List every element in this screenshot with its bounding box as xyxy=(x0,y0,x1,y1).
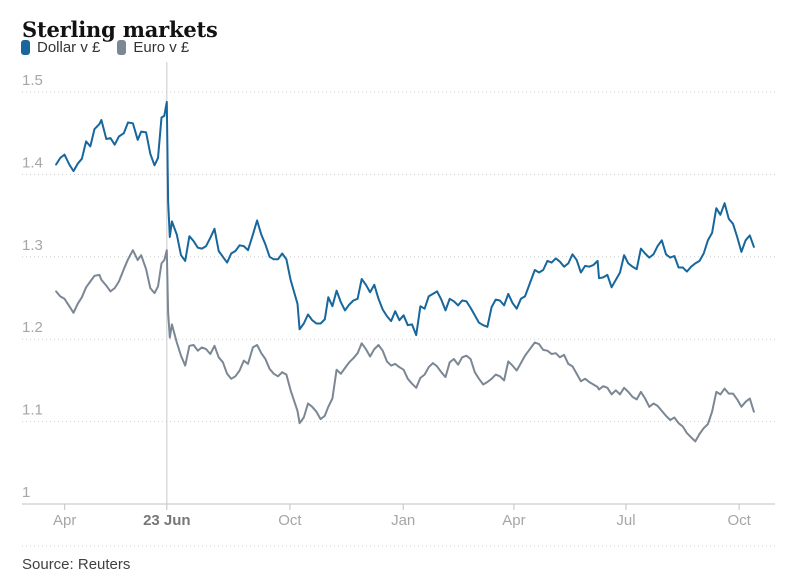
y-tick-label-1.3: 1.3 xyxy=(22,237,43,254)
dollar-line xyxy=(55,100,755,337)
legend-item-euro: Euro v £ xyxy=(117,39,189,56)
y-tick-label-1.5: 1.5 xyxy=(22,72,43,89)
chart-legend: Dollar v £ Euro v £ xyxy=(21,39,189,56)
euro-line xyxy=(55,249,755,443)
x-tick-label-3: Jan xyxy=(391,512,415,529)
dollar-series-swatch-icon xyxy=(21,40,30,55)
x-tick-label-6: Oct xyxy=(727,512,751,529)
y-tick-label-1.4: 1.4 xyxy=(22,154,43,171)
legend-item-dollar: Dollar v £ xyxy=(21,39,100,56)
page-title: Sterling markets xyxy=(22,17,218,43)
x-tick-label-1: 23 Jun xyxy=(143,512,191,529)
legend-label-euro: Euro v £ xyxy=(133,39,190,56)
legend-label-dollar: Dollar v £ xyxy=(37,39,101,56)
x-tick-label-5: Jul xyxy=(616,512,635,529)
y-tick-label-1: 1 xyxy=(22,484,30,501)
x-tick-label-4: Apr xyxy=(502,512,525,529)
x-tick-label-0: Apr xyxy=(53,512,76,529)
y-tick-label-1.2: 1.2 xyxy=(22,319,43,336)
source-text: Source: Reuters xyxy=(22,556,131,573)
x-tick-label-2: Oct xyxy=(278,512,302,529)
y-tick-label-1.1: 1.1 xyxy=(22,402,43,419)
euro-series-swatch-icon xyxy=(117,40,127,55)
